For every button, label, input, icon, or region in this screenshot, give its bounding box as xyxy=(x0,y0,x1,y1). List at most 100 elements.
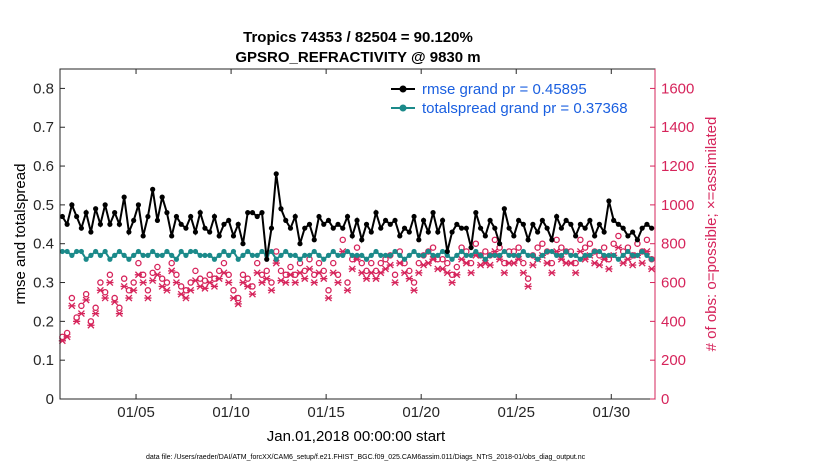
totalspread-point xyxy=(335,252,341,258)
totalspread-point xyxy=(154,252,161,258)
rmse-point xyxy=(625,233,631,239)
totalspread-point xyxy=(501,248,507,255)
obs-possible-point xyxy=(92,304,99,312)
obs-assimilated-point xyxy=(134,271,143,279)
x-tick-label: 01/20 xyxy=(402,404,440,421)
rmse-point xyxy=(88,229,94,235)
rmse-point xyxy=(135,202,142,208)
obs-possible-point xyxy=(524,275,532,282)
totalspread-point xyxy=(406,252,412,258)
x-tick-label: 01/25 xyxy=(497,404,535,421)
obs-assimilated-point xyxy=(63,333,71,341)
obs-assimilated-point xyxy=(315,269,323,277)
obs-possible-point xyxy=(534,244,541,251)
totalspread-point xyxy=(273,256,279,262)
rmse-point xyxy=(273,171,279,177)
rmse-point xyxy=(173,213,180,220)
obs-assimilated-point xyxy=(519,269,527,277)
obs-assimilated-point xyxy=(111,298,119,306)
y-axis-right: 0 200 400 600 800 1000 1200 1400 1600 xyxy=(650,69,694,408)
totalspread-point xyxy=(596,248,602,255)
obs-assimilated-point xyxy=(624,255,632,263)
rmse-point xyxy=(93,206,99,212)
plot-area xyxy=(60,69,655,399)
obs-assimilated-point xyxy=(115,310,124,318)
x-tick-label: 01/15 xyxy=(307,404,345,421)
rmse-point xyxy=(154,217,161,224)
obs-possible-point xyxy=(444,259,451,267)
obs-assimilated-point xyxy=(600,255,608,263)
obs-possible-point xyxy=(116,304,123,312)
obs-assimilated-point xyxy=(234,300,242,308)
obs-assimilated-point xyxy=(391,279,399,286)
obs-assimilated-point xyxy=(149,277,157,285)
totalspread-point xyxy=(639,248,645,255)
obs-assimilated-point xyxy=(343,286,352,294)
totalspread-point xyxy=(268,248,275,255)
totalspread-point xyxy=(192,248,199,255)
totalspread-point xyxy=(630,252,636,258)
obs-assimilated-point xyxy=(191,277,200,285)
totalspread-point xyxy=(554,252,560,258)
obs-assimilated-point xyxy=(272,259,280,267)
obs-assimilated-point xyxy=(614,244,623,252)
obs-assimilated-point xyxy=(595,261,603,269)
y2-tick-label: 1200 xyxy=(661,158,694,175)
obs-assimilated-point xyxy=(362,275,371,283)
obs-assimilated-point xyxy=(139,279,147,286)
obs-possible-point xyxy=(177,283,185,290)
obs-assimilated-point xyxy=(324,294,333,302)
totalspread-point xyxy=(88,252,94,258)
obs-possible-point xyxy=(144,287,152,294)
totalspread-point xyxy=(397,252,403,258)
totalspread-point xyxy=(78,248,84,255)
obs-assimilated-point xyxy=(329,269,337,277)
rmse-point xyxy=(378,225,384,231)
obs-assimilated-point xyxy=(405,275,413,283)
rmse-point xyxy=(639,225,645,231)
totalspread-point xyxy=(482,256,488,262)
rmse-point xyxy=(349,233,355,239)
totalspread-point xyxy=(140,252,146,258)
rmse-point xyxy=(183,225,189,231)
obs-assimilated-point xyxy=(410,286,418,294)
totalspread-point xyxy=(592,248,598,255)
totalspread-point xyxy=(530,252,536,258)
obs-possible-point xyxy=(615,232,622,240)
obs-possible-point xyxy=(643,236,651,244)
totalspread-point xyxy=(439,248,446,255)
obs-assimilated-point xyxy=(296,269,304,277)
rmse-point xyxy=(283,217,289,224)
chart-title: Tropics 74353 / 82504 = 90.120% xyxy=(243,29,473,46)
totalspread-point xyxy=(544,248,550,255)
rmse-point xyxy=(145,213,151,220)
obs-possible-point xyxy=(600,244,608,251)
obs-possible-point xyxy=(577,236,584,244)
totalspread-point xyxy=(487,252,493,258)
rmse-point xyxy=(235,221,241,227)
rmse-point xyxy=(458,225,465,231)
totalspread-point xyxy=(649,256,655,262)
obs-possible-point xyxy=(220,259,228,267)
obs-assimilated-point xyxy=(486,261,494,269)
obs-assimilated-point xyxy=(310,279,318,286)
rmse-point xyxy=(126,229,132,235)
obs-assimilated-point xyxy=(638,259,646,267)
obs-possible-point xyxy=(82,290,90,298)
totalspread-point xyxy=(112,252,118,258)
chart-subtitle: GPSRO_REFRACTIVITY @ 9830 m xyxy=(235,49,480,66)
rmse-point xyxy=(516,217,522,224)
totalspread-point xyxy=(573,252,579,258)
totalspread-point xyxy=(102,248,108,255)
rmse-point xyxy=(620,225,626,231)
obs-assimilated-point xyxy=(348,265,356,273)
obs-assimilated-point xyxy=(453,271,461,279)
rmse-point xyxy=(496,241,503,247)
y-tick-label: 0.1 xyxy=(33,352,54,369)
totalspread-point xyxy=(492,252,498,258)
rmse-point xyxy=(601,229,607,235)
rmse-point xyxy=(368,229,374,235)
rmse-point xyxy=(563,217,569,224)
totalspread-point xyxy=(292,252,298,258)
y-tick-label: 0.5 xyxy=(33,197,54,214)
